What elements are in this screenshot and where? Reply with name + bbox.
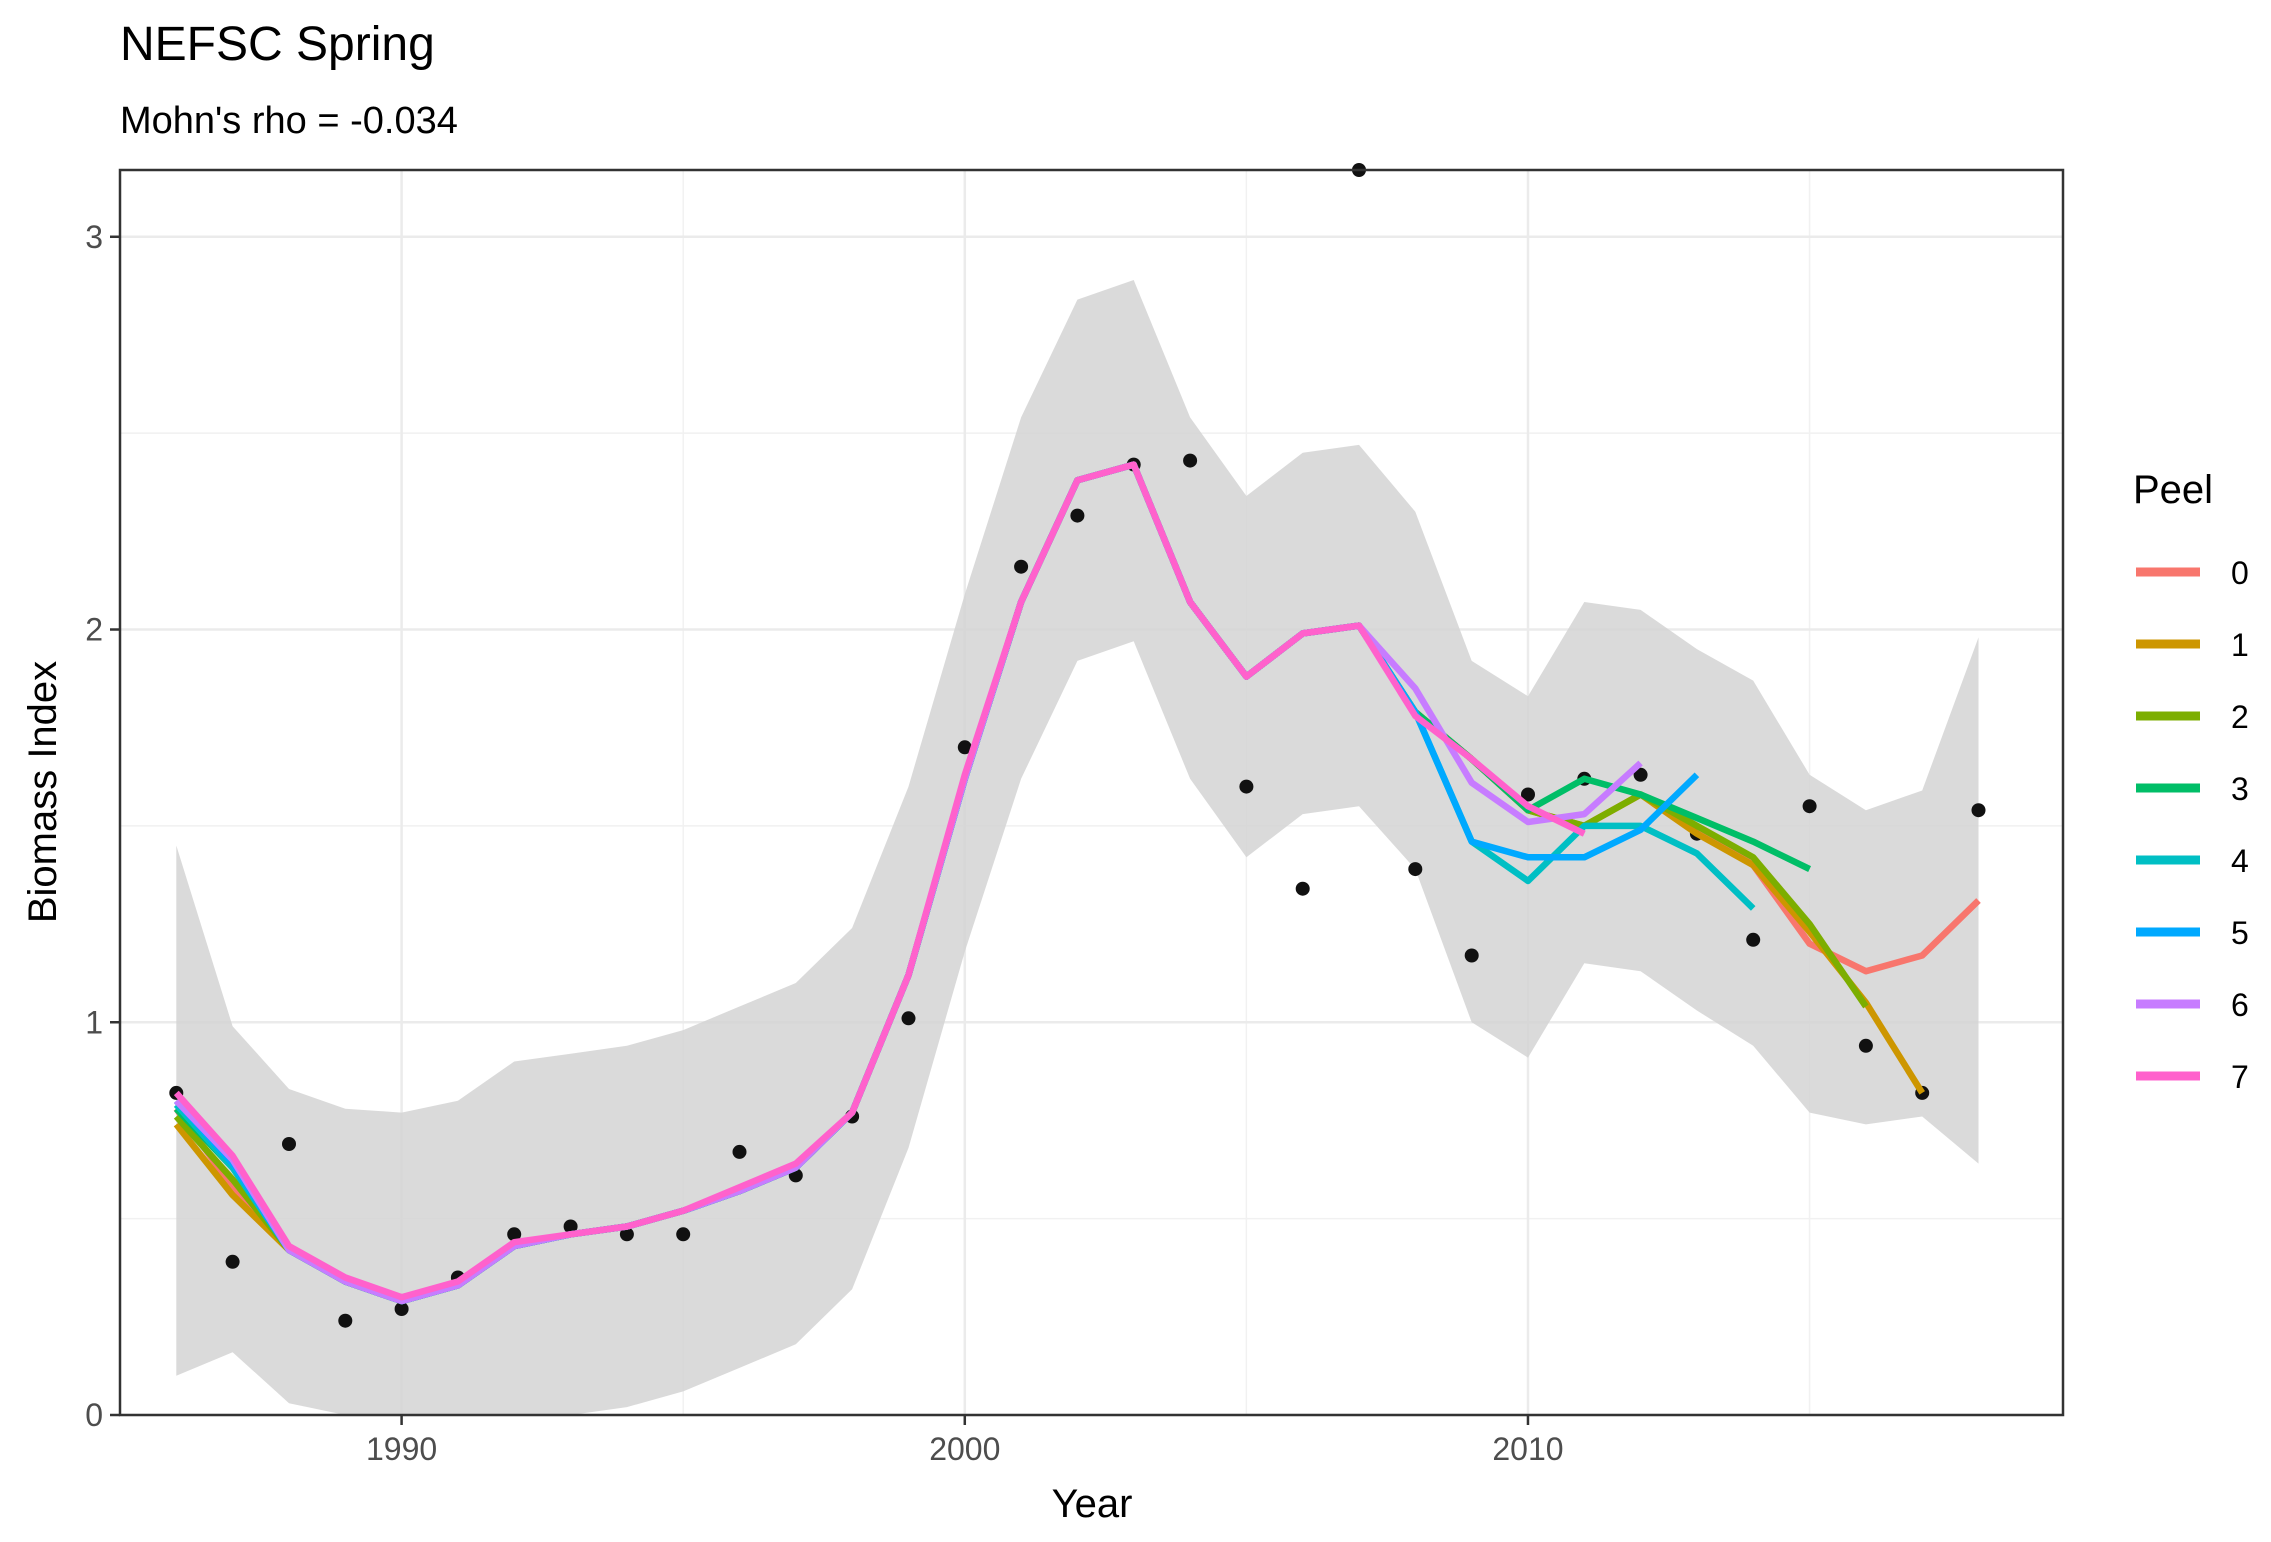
- x-tick-label: 2000: [929, 1431, 1000, 1467]
- observed-point: [1464, 948, 1479, 963]
- peel-line-7: [173, 461, 1586, 1301]
- observed-points: [169, 163, 1986, 1328]
- x-tick-label: 1990: [366, 1431, 437, 1467]
- x-axis: 1990 2000 2010: [366, 1415, 1564, 1467]
- legend-label-0: 0: [2231, 555, 2249, 591]
- chart-subtitle: Mohn's rho = -0.034: [120, 100, 458, 142]
- x-tick-label: 2010: [1492, 1431, 1563, 1467]
- observed-point: [1633, 767, 1648, 782]
- observed-point: [1521, 787, 1535, 802]
- observed-point: [1802, 799, 1817, 814]
- confidence-band: [176, 280, 1979, 1415]
- observed-point: [563, 1219, 578, 1234]
- legend: Peel 0 1 2 3 4 5 6 7: [2133, 468, 2249, 1095]
- y-tick-label: 3: [85, 219, 103, 255]
- y-tick-label: 0: [85, 1397, 103, 1433]
- observed-point: [1239, 779, 1254, 794]
- legend-title: Peel: [2133, 468, 2213, 512]
- confidence-band-area: [176, 280, 1979, 1415]
- legend-label-7: 7: [2231, 1059, 2249, 1095]
- legend-label-6: 6: [2231, 987, 2249, 1023]
- observed-point: [1408, 862, 1423, 877]
- y-axis-title: Biomass Index: [21, 661, 65, 923]
- legend-label-3: 3: [2231, 771, 2249, 807]
- observed-point: [282, 1137, 296, 1151]
- chart-title: NEFSC Spring: [120, 18, 435, 71]
- observed-point: [676, 1227, 691, 1242]
- y-tick-label: 2: [85, 612, 103, 648]
- panel-border: [118, 168, 2065, 1417]
- legend-label-5: 5: [2231, 915, 2249, 951]
- observed-point: [1971, 803, 1986, 818]
- legend-label-4: 4: [2231, 843, 2249, 879]
- observed-point: [1183, 453, 1198, 468]
- observed-point: [957, 740, 972, 755]
- observed-point: [507, 1227, 522, 1242]
- x-axis-title: Year: [1052, 1482, 1133, 1526]
- y-axis: 0 1 2 3: [85, 219, 120, 1433]
- observed-point: [732, 1144, 747, 1159]
- observed-point: [1014, 559, 1029, 574]
- observed-point: [225, 1254, 240, 1269]
- observed-point: [1295, 881, 1310, 896]
- legend-label-1: 1: [2231, 627, 2249, 663]
- observed-point: [901, 1011, 916, 1026]
- peel-lines: [173, 461, 1981, 1305]
- observed-point: [1746, 932, 1761, 947]
- observed-point: [1070, 508, 1085, 523]
- observed-point: [1858, 1038, 1873, 1053]
- observed-point: [338, 1313, 353, 1328]
- legend-label-2: 2: [2231, 699, 2249, 735]
- observed-point: [394, 1302, 409, 1316]
- y-tick-label: 1: [85, 1004, 103, 1040]
- observed-point: [619, 1227, 634, 1242]
